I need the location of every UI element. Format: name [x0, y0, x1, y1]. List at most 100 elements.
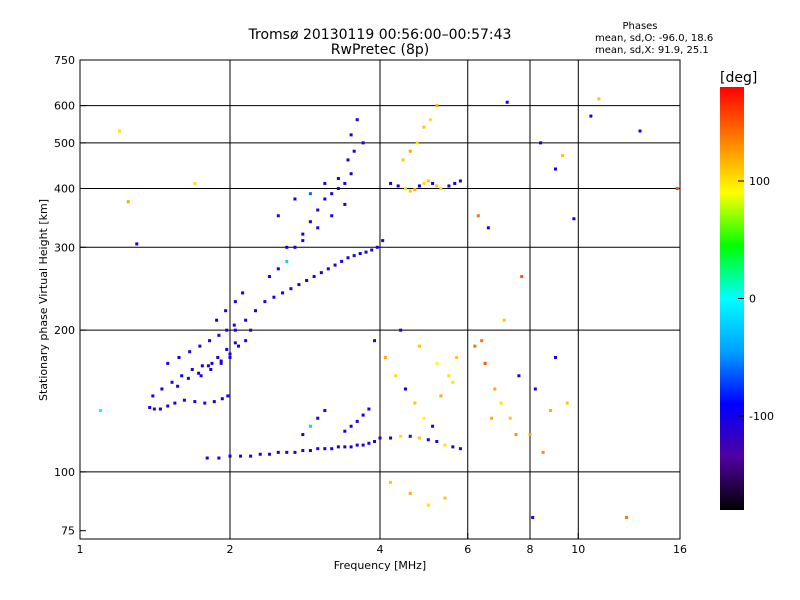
data-point: [258, 452, 262, 456]
data-point: [170, 380, 174, 384]
data-point: [428, 118, 432, 122]
data-point: [316, 447, 320, 451]
data-point: [228, 355, 232, 359]
data-point: [549, 409, 553, 413]
data-point: [531, 515, 535, 519]
data-point: [343, 202, 347, 206]
data-point: [323, 447, 327, 451]
y-tick-label: 600: [54, 100, 75, 113]
data-point: [490, 416, 494, 420]
phases-title: Phases: [622, 21, 658, 32]
chart-subtitle: RwPretec (8p): [330, 42, 430, 58]
scatter-points: [99, 97, 679, 519]
data-point: [217, 333, 221, 337]
data-point: [394, 374, 398, 378]
colorbar-tick-label: -100: [749, 410, 774, 423]
data-point: [263, 300, 267, 304]
data-point: [210, 361, 214, 365]
data-point: [208, 339, 212, 343]
phases-x-stats: mean, sd,X: 91.9, 25.1: [595, 45, 709, 56]
data-point: [323, 197, 327, 201]
data-point: [209, 367, 213, 371]
data-point: [219, 359, 223, 363]
data-point: [249, 328, 253, 332]
data-point: [225, 347, 229, 351]
data-point: [326, 267, 330, 271]
data-point: [249, 454, 253, 458]
x-tick-label: 16: [673, 543, 687, 556]
data-point: [493, 387, 497, 391]
data-point: [276, 214, 280, 218]
data-point: [533, 387, 537, 391]
data-point: [355, 419, 359, 423]
data-point: [447, 374, 451, 378]
colorbar-label: [deg]: [720, 70, 757, 86]
data-point: [561, 154, 565, 158]
data-point: [205, 456, 209, 460]
data-point: [285, 450, 289, 454]
y-tick-label: 300: [54, 241, 75, 254]
data-point: [319, 271, 323, 275]
data-point: [565, 401, 569, 405]
data-point: [224, 309, 228, 313]
data-point: [193, 400, 197, 404]
data-point: [308, 192, 312, 196]
data-point: [233, 341, 237, 345]
data-point: [499, 401, 503, 405]
data-point: [396, 184, 400, 188]
data-point: [378, 436, 382, 440]
data-point: [349, 445, 353, 449]
data-point: [343, 429, 347, 433]
data-point: [330, 192, 334, 196]
data-point: [225, 328, 229, 332]
data-point: [289, 287, 293, 291]
data-point: [625, 515, 629, 519]
data-point: [408, 149, 412, 153]
colorbar-tick-label: 0: [749, 293, 756, 306]
data-point: [177, 355, 181, 359]
data-point: [267, 275, 271, 279]
data-point: [361, 141, 365, 145]
data-point: [180, 374, 184, 378]
data-point: [508, 416, 512, 420]
data-point: [426, 503, 430, 507]
data-point: [439, 186, 443, 190]
data-point: [675, 186, 679, 190]
data-point: [293, 450, 297, 454]
data-point: [226, 394, 230, 398]
data-point: [352, 254, 356, 258]
y-axis-ticks: 75 100 200 300 400 500 600 750: [54, 54, 86, 538]
data-point: [431, 424, 435, 428]
data-point: [401, 158, 405, 162]
x-tick-label: 1: [77, 543, 84, 556]
data-point: [173, 401, 177, 405]
data-point: [336, 445, 340, 449]
colorbar-ticks: 100 0 -100: [738, 175, 774, 423]
data-point: [308, 449, 312, 453]
data-point: [413, 188, 417, 192]
data-point: [408, 189, 412, 193]
data-point: [361, 443, 365, 447]
data-point: [233, 300, 237, 304]
data-point: [349, 424, 353, 428]
data-point: [126, 200, 130, 204]
data-point: [435, 104, 439, 108]
data-point: [373, 440, 377, 444]
data-point: [422, 181, 426, 185]
x-tick-label: 4: [377, 543, 384, 556]
data-point: [215, 318, 219, 322]
data-point: [301, 433, 305, 437]
data-point: [308, 424, 312, 428]
data-point: [203, 401, 207, 405]
data-point: [553, 355, 557, 359]
data-point: [389, 181, 393, 185]
data-point: [346, 256, 350, 260]
data-point: [135, 242, 139, 246]
data-point: [199, 374, 203, 378]
data-point: [323, 181, 327, 185]
data-point: [301, 239, 305, 243]
data-point: [349, 172, 353, 176]
data-point: [451, 380, 455, 384]
data-point: [198, 344, 202, 348]
